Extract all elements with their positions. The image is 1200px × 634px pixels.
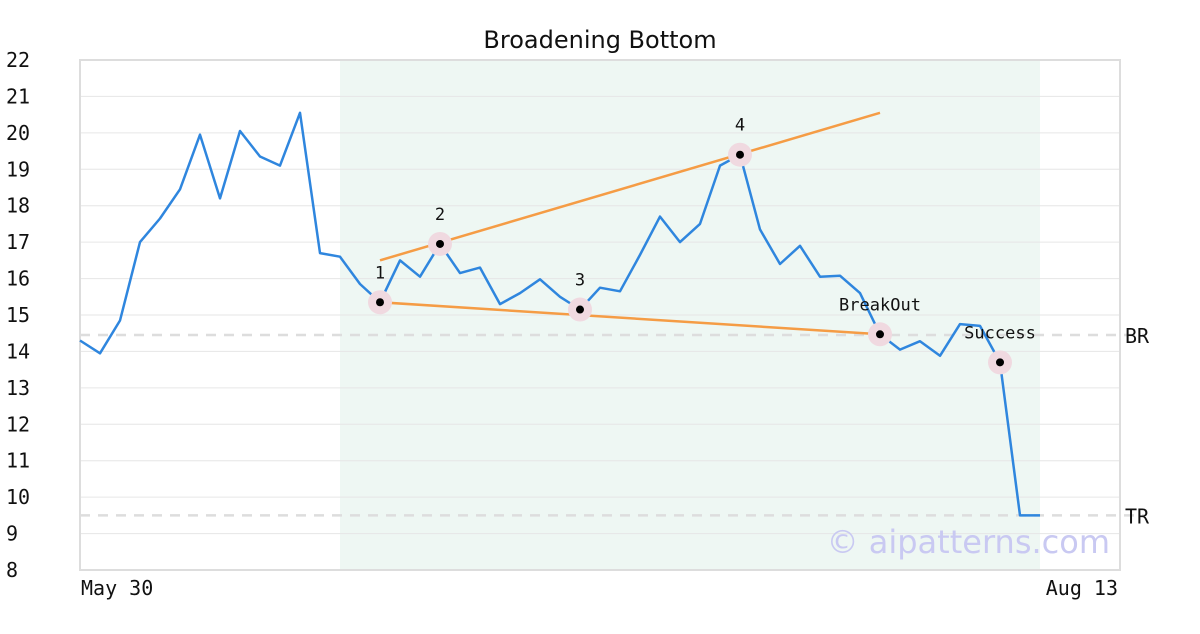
watermark: © aipatterns.com bbox=[827, 523, 1110, 561]
marker-label: 3 bbox=[575, 271, 585, 291]
y-tick-label: 10 bbox=[6, 485, 30, 509]
marker-label: Success bbox=[964, 323, 1036, 343]
y-tick-label: 12 bbox=[6, 412, 30, 436]
y-tick-label: 16 bbox=[6, 267, 30, 291]
marker-dot bbox=[576, 305, 584, 314]
marker-dot bbox=[996, 358, 1004, 367]
marker-dot bbox=[376, 298, 384, 307]
trend-line bbox=[379, 301, 881, 336]
y-tick-label: 8 bbox=[6, 558, 18, 582]
marker-dot bbox=[436, 239, 444, 248]
plot-frame bbox=[79, 59, 1121, 571]
marker-dot bbox=[736, 150, 744, 159]
y-tick-label: 11 bbox=[6, 449, 30, 473]
y-tick-label: 20 bbox=[6, 121, 30, 145]
y-tick-label: 18 bbox=[6, 194, 30, 218]
y-tick-label: 14 bbox=[6, 339, 30, 363]
x-tick-label: Aug 13 bbox=[1046, 576, 1118, 600]
x-tick-label: May 30 bbox=[81, 576, 153, 600]
chart-title: Broadening Bottom bbox=[483, 26, 716, 54]
y-tick-label: 22 bbox=[6, 48, 30, 72]
marker-label: BreakOut bbox=[839, 295, 921, 315]
marker-dot bbox=[876, 330, 884, 339]
marker-label: 4 bbox=[735, 116, 745, 136]
marker-label: 2 bbox=[435, 205, 445, 225]
y-tick-label: 13 bbox=[6, 376, 30, 400]
y-tick-label: 15 bbox=[6, 303, 30, 327]
reference-line-label: TR bbox=[1125, 504, 1150, 528]
reference-line-label: BR bbox=[1125, 324, 1150, 348]
y-tick-label: 17 bbox=[6, 230, 30, 254]
y-tick-label: 9 bbox=[6, 522, 18, 546]
trend-line bbox=[379, 111, 881, 262]
y-tick-label: 19 bbox=[6, 157, 30, 181]
y-tick-label: 21 bbox=[6, 84, 30, 108]
marker-label: 1 bbox=[375, 263, 385, 283]
